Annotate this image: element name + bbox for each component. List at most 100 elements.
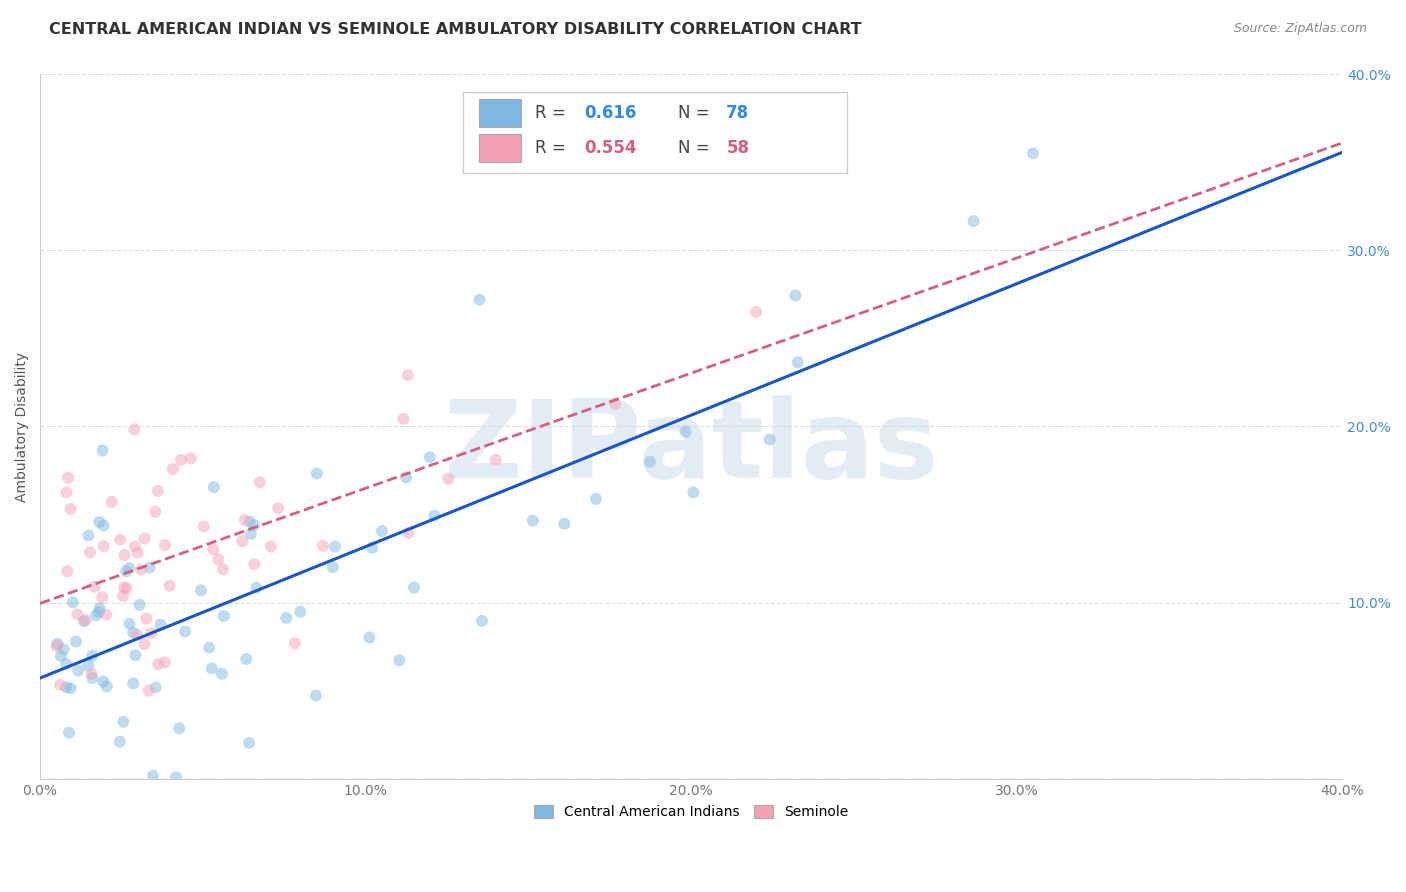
Point xyxy=(361,541,384,555)
Point xyxy=(124,540,146,554)
Legend: Central American Indians, Seminole: Central American Indians, Seminole xyxy=(529,800,855,825)
Point xyxy=(170,453,193,467)
Text: R =: R = xyxy=(534,103,571,122)
Point xyxy=(276,611,298,625)
Point xyxy=(108,533,131,547)
Point xyxy=(211,666,233,681)
Point xyxy=(122,625,145,640)
Point xyxy=(207,552,229,566)
Point xyxy=(91,591,114,605)
Point xyxy=(312,539,335,553)
Point xyxy=(249,475,271,490)
Point xyxy=(56,471,79,485)
Point xyxy=(115,581,138,595)
Point xyxy=(371,524,394,538)
Point xyxy=(148,657,170,672)
Text: ZIPatlas: ZIPatlas xyxy=(443,394,939,500)
Point xyxy=(786,355,808,369)
Point xyxy=(682,485,704,500)
Point xyxy=(149,617,172,632)
Point xyxy=(471,614,494,628)
Point xyxy=(260,540,283,554)
Point xyxy=(231,534,253,549)
Point xyxy=(585,491,607,506)
Point xyxy=(125,628,148,642)
Point xyxy=(128,598,150,612)
Point xyxy=(96,607,118,622)
Point xyxy=(122,676,145,690)
Point xyxy=(91,443,114,458)
Point xyxy=(141,626,163,640)
Point xyxy=(89,515,111,529)
Point xyxy=(79,545,101,559)
Point xyxy=(395,470,418,484)
Point xyxy=(267,501,290,516)
Point xyxy=(423,508,446,523)
Point xyxy=(162,462,184,476)
Point xyxy=(785,288,807,302)
Point xyxy=(1022,146,1045,161)
Point xyxy=(243,518,266,533)
FancyBboxPatch shape xyxy=(464,92,848,173)
Point xyxy=(392,411,415,425)
Point xyxy=(193,519,215,533)
Point xyxy=(89,601,111,615)
Point xyxy=(165,770,187,784)
Point xyxy=(284,636,307,650)
Point xyxy=(67,664,90,678)
Text: Source: ZipAtlas.com: Source: ZipAtlas.com xyxy=(1233,22,1367,36)
Point xyxy=(124,648,146,663)
Point xyxy=(202,542,225,557)
Point xyxy=(129,562,152,576)
Point xyxy=(118,561,141,575)
Point xyxy=(62,595,84,609)
Point xyxy=(419,450,441,465)
Point xyxy=(290,605,312,619)
Point xyxy=(153,656,176,670)
Point xyxy=(80,666,103,681)
Text: 78: 78 xyxy=(727,103,749,122)
Point xyxy=(65,634,87,648)
Point xyxy=(758,433,780,447)
Point xyxy=(142,769,165,783)
Point xyxy=(388,653,411,667)
Point xyxy=(134,637,156,651)
Point xyxy=(243,557,266,571)
Point xyxy=(468,293,491,307)
Point xyxy=(115,565,138,579)
Point xyxy=(239,515,262,529)
Text: CENTRAL AMERICAN INDIAN VS SEMINOLE AMBULATORY DISABILITY CORRELATION CHART: CENTRAL AMERICAN INDIAN VS SEMINOLE AMBU… xyxy=(49,22,862,37)
Point xyxy=(553,516,575,531)
Point xyxy=(83,580,105,594)
Point xyxy=(55,485,77,500)
Point xyxy=(212,562,235,576)
Point xyxy=(143,505,166,519)
Point xyxy=(82,671,104,685)
Point xyxy=(235,652,257,666)
Point xyxy=(238,736,260,750)
Point xyxy=(82,648,104,663)
Point xyxy=(49,648,72,663)
Point xyxy=(59,501,82,516)
Text: N =: N = xyxy=(678,139,716,157)
Point xyxy=(100,495,122,509)
Point xyxy=(396,368,419,383)
Point xyxy=(77,528,100,542)
Point xyxy=(112,581,135,595)
Point xyxy=(305,467,328,481)
Point xyxy=(87,605,110,619)
Point xyxy=(437,472,460,486)
Point xyxy=(305,689,328,703)
Point xyxy=(145,681,167,695)
Point xyxy=(239,527,262,541)
Point xyxy=(202,480,225,494)
Point xyxy=(66,607,89,622)
Point xyxy=(398,525,420,540)
Point xyxy=(962,214,984,228)
Point xyxy=(201,661,224,675)
Point xyxy=(77,658,100,673)
Text: N =: N = xyxy=(678,103,716,122)
Point xyxy=(124,423,146,437)
Point xyxy=(112,714,135,729)
Point xyxy=(112,589,135,603)
